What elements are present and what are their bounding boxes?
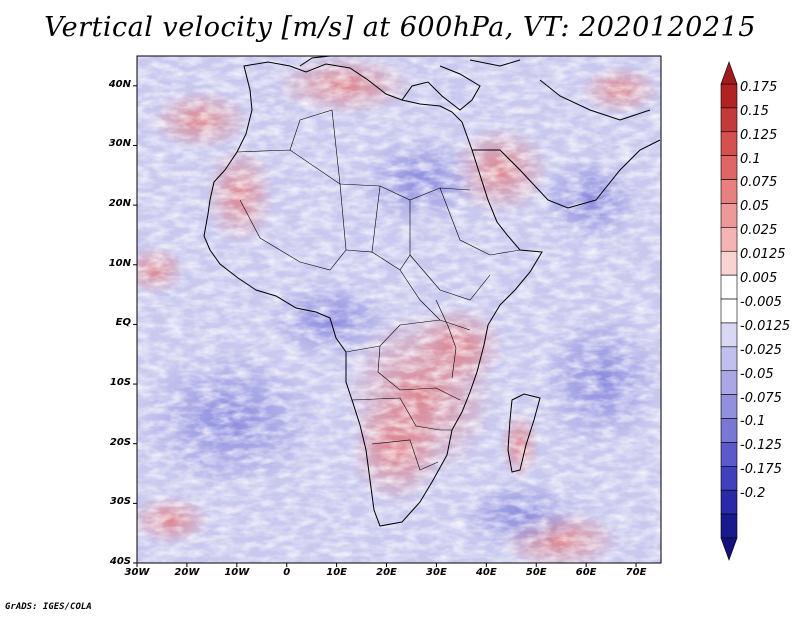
lon-tick-label: 40E xyxy=(475,567,497,578)
colorbar-swatch xyxy=(720,107,738,133)
lat-tick-label: 20N xyxy=(108,198,131,210)
colorbar-label: -0.005 xyxy=(740,294,782,310)
colorbar-label: -0.05 xyxy=(740,366,774,382)
colorbar-label: 0.0125 xyxy=(740,247,786,263)
colorbar-swatch xyxy=(720,298,738,324)
colorbar-swatch xyxy=(720,466,738,491)
colorbar-label: -0.125 xyxy=(740,438,782,454)
chart-title: Vertical velocity [m/s] at 600hPa, VT: 2… xyxy=(44,12,756,43)
axis-ticks xyxy=(133,85,637,567)
colorbar-swatch xyxy=(720,203,738,228)
colorbar-swatch xyxy=(720,83,738,109)
colorbar-label: 0.005 xyxy=(740,271,778,287)
lon-tick-label: 30E xyxy=(426,567,447,578)
colorbar-label: 0.175 xyxy=(740,79,778,95)
lat-tick-label: 40S xyxy=(109,556,131,567)
colorbar-swatch xyxy=(720,489,738,515)
lon-tick-label: 10E xyxy=(326,567,347,578)
lon-tick-label: 20E xyxy=(376,567,397,578)
lat-tick-label: 40N xyxy=(108,78,131,90)
country-borders xyxy=(236,109,521,471)
colorbar-label: 0.125 xyxy=(740,127,778,143)
colorbar-label: -0.1 xyxy=(740,414,766,430)
lat-tick-label: EQ xyxy=(115,317,131,329)
colorbar-swatch xyxy=(720,346,738,372)
lat-tick-label: 10S xyxy=(109,377,131,389)
colorbar-min-arrow xyxy=(720,537,738,561)
colorbar-label: -0.0125 xyxy=(740,318,791,334)
colorbar-swatch xyxy=(720,370,738,395)
colorbar-label: -0.075 xyxy=(740,390,782,406)
colorbar-max-arrow xyxy=(720,61,738,85)
lon-tick-label: 20W xyxy=(174,567,200,578)
colorbar-swatch xyxy=(720,274,738,300)
lon-tick-label: 60E xyxy=(575,567,597,578)
lon-tick-label: 10W xyxy=(224,567,250,578)
colorbar-swatch xyxy=(720,322,738,348)
map-frame xyxy=(136,55,662,564)
colorbar-label: -0.175 xyxy=(740,462,782,478)
colorbar-swatch xyxy=(720,442,738,467)
lat-tick-label: 10N xyxy=(108,257,131,269)
grads-credit: GrADS: IGES/COLA xyxy=(5,602,92,612)
velocity-field xyxy=(137,56,661,563)
lat-tick-label: 30S xyxy=(109,496,131,508)
coastlines xyxy=(203,56,661,527)
colorbar-label: -0.025 xyxy=(740,342,782,358)
colorbar-label: 0.025 xyxy=(740,223,778,239)
colorbar-swatch xyxy=(720,179,738,204)
colorbar-swatch xyxy=(720,250,738,276)
colorbar-swatch xyxy=(720,394,738,419)
colorbar-swatch xyxy=(720,155,738,180)
colorbar-swatch xyxy=(720,513,738,539)
colorbar-label: 0.075 xyxy=(740,175,778,191)
colorbar-swatch xyxy=(720,227,738,252)
lat-tick-label: 20S xyxy=(109,436,131,448)
colorbar-label: 0.1 xyxy=(740,151,761,167)
colorbar-label: -0.2 xyxy=(740,486,766,502)
colorbar-swatch xyxy=(720,131,738,156)
colorbar-swatch xyxy=(720,418,738,443)
lon-tick-label: 50E xyxy=(525,567,547,578)
colorbar xyxy=(720,61,738,561)
lon-tick-label: 0 xyxy=(283,567,291,578)
colorbar-label: 0.05 xyxy=(740,199,769,215)
lon-tick-label: 30W xyxy=(124,567,150,578)
colorbar-label: 0.15 xyxy=(740,103,769,119)
lon-tick-label: 70E xyxy=(625,567,647,578)
lat-tick-label: 30N xyxy=(108,138,131,150)
